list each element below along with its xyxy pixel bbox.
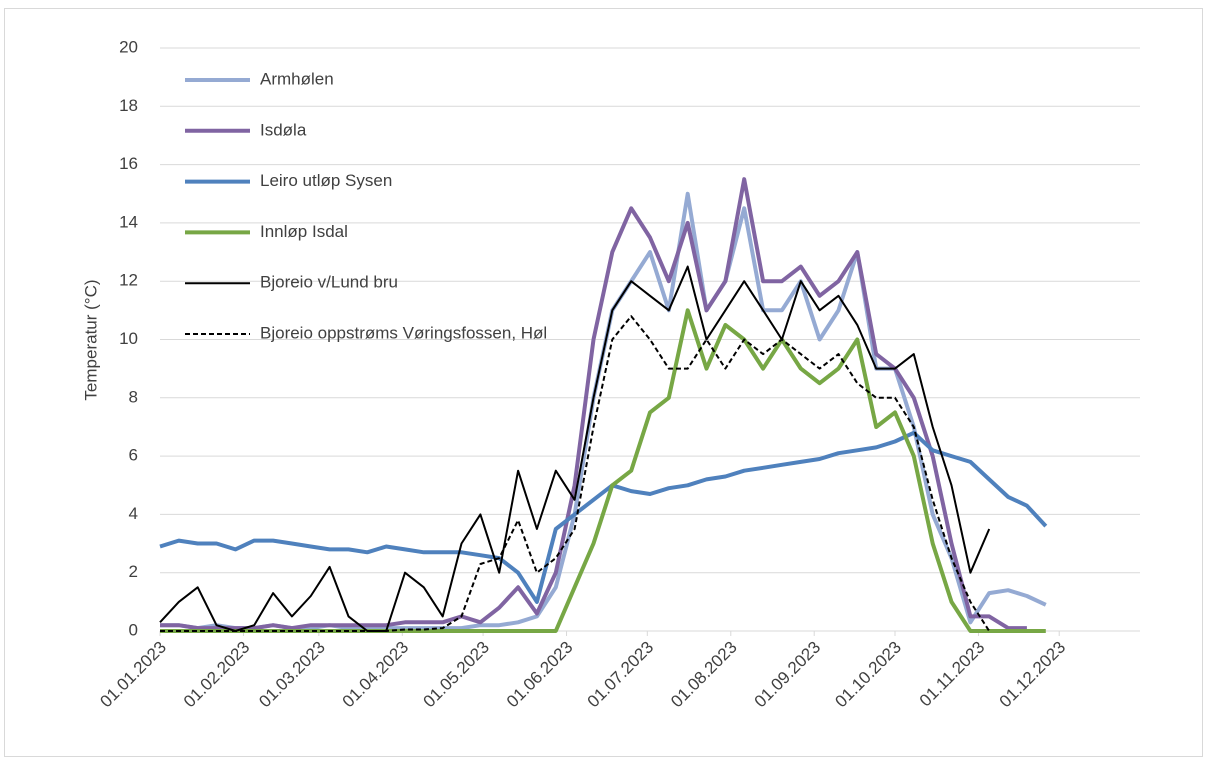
series-line [160,177,1027,631]
legend-label: Bjoreio oppstrøms Vøringsfossen, Høl [260,323,547,342]
series-line [159,265,991,632]
y-tick-label: 16 [119,154,138,173]
y-tick-label: 0 [129,620,138,639]
y-tick-label: 10 [119,329,138,348]
chart-frame [4,8,1203,757]
y-tick-label: 2 [129,562,138,581]
y-tick-label: 18 [119,96,138,115]
y-tick-label: 6 [129,446,138,465]
y-tick-label: 20 [119,37,138,56]
legend-label: Bjoreio v/Lund bru [260,273,398,292]
legend-label: Leiro utløp Sysen [260,171,392,190]
y-axis-label: Temperatur (°C) [81,279,100,400]
y-tick-label: 12 [119,271,138,290]
legend-label: Armhølen [260,69,334,88]
series-line [159,430,1048,604]
y-tick-label: 8 [129,387,138,406]
y-tick-label: 14 [119,212,138,231]
legend-label: Isdøla [260,120,307,139]
series-line [160,315,991,632]
legend-label: Innløp Isdal [260,222,348,241]
y-tick-label: 4 [129,504,138,523]
